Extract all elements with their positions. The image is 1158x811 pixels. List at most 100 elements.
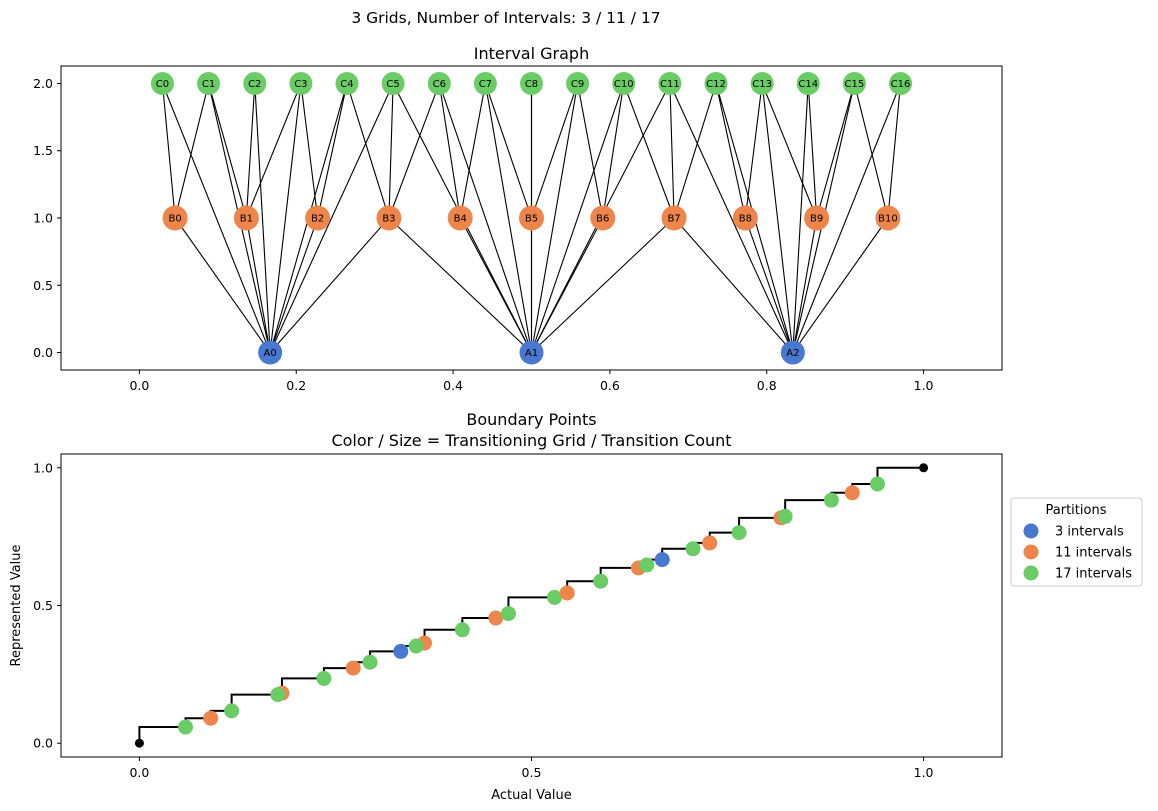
graph-node-label: C2 — [248, 79, 261, 90]
boundary-point — [731, 525, 747, 541]
x-tick-label: 1.0 — [914, 378, 934, 393]
legend-marker — [1023, 523, 1039, 539]
graph-node — [732, 205, 758, 231]
graph-node — [376, 205, 402, 231]
interval-graph-title: Interval Graph — [474, 44, 589, 63]
x-axis-label: Actual Value — [491, 788, 572, 803]
graph-node-label: B3 — [382, 214, 395, 225]
graph-node-label: C9 — [571, 79, 584, 90]
graph-node — [842, 71, 866, 95]
graph-node-label: C1 — [202, 79, 215, 90]
graph-node-label: A1 — [525, 348, 538, 359]
graph-edge — [269, 83, 302, 353]
legend-marker — [1023, 544, 1039, 560]
graph-edge — [761, 83, 818, 219]
graph-node — [566, 71, 590, 95]
y-tick-label: 2.0 — [33, 76, 53, 91]
graph-edge — [792, 83, 809, 353]
graph-node-label: B10 — [878, 214, 898, 225]
graph-edge — [715, 83, 746, 219]
graph-node-label: C0 — [156, 79, 169, 90]
graph-node-label: B2 — [311, 214, 324, 225]
graph-node — [804, 205, 830, 231]
graph-node — [150, 71, 174, 95]
x-tick-label: 1.0 — [914, 765, 934, 780]
graph-edge — [161, 83, 271, 353]
graph-node-label: B6 — [596, 214, 609, 225]
graph-edge — [602, 83, 625, 219]
figure-suptitle: 3 Grids, Number of Intervals: 3 / 11 / 1… — [351, 9, 660, 27]
boundary-point — [345, 660, 361, 676]
boundary-point — [316, 670, 332, 686]
y-axis-label: Represented Value — [9, 545, 24, 667]
boundary-point — [224, 703, 240, 719]
graph-edge — [744, 217, 794, 353]
graph-edge — [792, 217, 889, 353]
graph-node-label: A2 — [786, 348, 799, 359]
graph-node — [233, 205, 259, 231]
graph-edge — [761, 83, 794, 353]
graph-node-label: C12 — [706, 79, 726, 90]
graph-edge — [887, 83, 902, 219]
boundary-point — [593, 573, 609, 589]
legend-frame — [1010, 497, 1143, 587]
legend-title: Partitions — [1046, 503, 1107, 518]
graph-node — [750, 71, 774, 95]
x-tick-label: 0.0 — [129, 765, 149, 780]
endpoint-marker — [919, 463, 929, 473]
graph-edge — [174, 83, 210, 219]
graph-node — [889, 71, 913, 95]
endpoint-marker — [134, 738, 144, 748]
legend-label: 11 intervals — [1055, 546, 1132, 561]
graph-edge — [530, 83, 625, 353]
interval-graph-panel: Interval Graph A0 A1 A2 B0 B1 B2 B3 B4 B5 B6 B7 B8 B9… — [33, 44, 1003, 393]
y-tick-label: 0.0 — [33, 345, 53, 360]
graph-node — [305, 205, 331, 231]
graph-node — [289, 71, 313, 95]
graph-node-label: B1 — [240, 214, 253, 225]
boundary-point — [408, 638, 424, 654]
graph-edge — [245, 217, 271, 353]
graph-edge — [673, 217, 794, 353]
graph-edge — [484, 83, 533, 353]
y-tick-label: 1.5 — [33, 143, 53, 158]
graph-node-label: C5 — [386, 79, 399, 90]
graph-edge — [245, 83, 256, 219]
graph-node-label: C8 — [525, 79, 538, 90]
boundary-point — [685, 541, 701, 557]
graph-edge — [530, 83, 579, 219]
graph-node — [335, 71, 359, 95]
boundary-point — [823, 492, 839, 508]
x-tick-label: 0.8 — [757, 378, 777, 393]
boundary-point — [178, 719, 194, 735]
boundary-point — [488, 610, 504, 626]
boundary-point — [559, 585, 575, 601]
graph-edge — [459, 83, 486, 219]
graph-edge — [577, 83, 604, 219]
graph-edge — [317, 83, 348, 219]
boundary-title-line1: Boundary Points — [466, 410, 596, 429]
graph-node-label: C14 — [798, 79, 818, 90]
graph-edge — [269, 217, 390, 353]
graph-edge — [269, 217, 319, 353]
graph-edge — [530, 83, 579, 353]
graph-edge — [816, 83, 855, 219]
boundary-points-panel: Boundary Points Color / Size = Transition… — [9, 410, 1143, 803]
y-tick-label: 1.0 — [33, 211, 53, 226]
y-tick-label: 0.0 — [33, 736, 53, 751]
graph-edge — [208, 83, 247, 219]
boundary-point — [702, 535, 718, 551]
graph-node — [381, 71, 405, 95]
graph-node-label: B5 — [525, 214, 538, 225]
graph-edge — [669, 83, 794, 353]
boundary-point — [203, 710, 219, 726]
graph-node — [258, 340, 283, 365]
graph-node — [162, 205, 188, 231]
graph-node-label: C3 — [294, 79, 307, 90]
legend-marker — [1023, 565, 1039, 581]
graph-node-label: B0 — [168, 214, 181, 225]
graph-node — [520, 71, 543, 95]
graph-node-label: C13 — [752, 79, 772, 90]
graph-edge — [669, 83, 675, 219]
